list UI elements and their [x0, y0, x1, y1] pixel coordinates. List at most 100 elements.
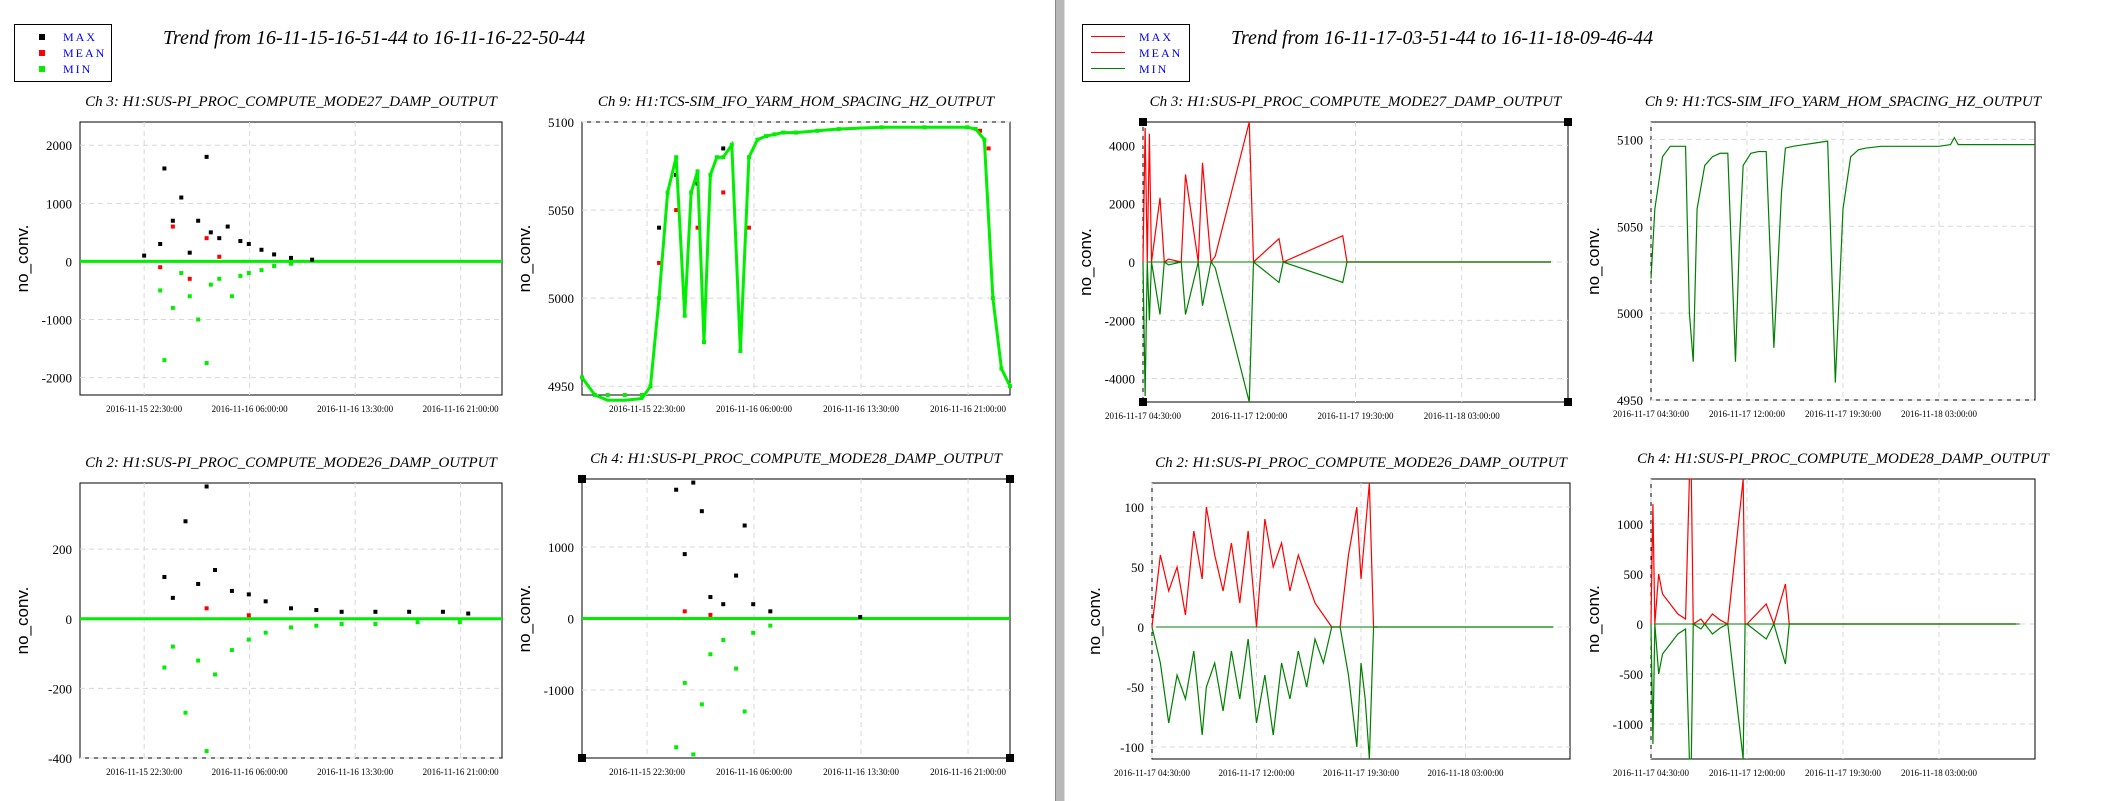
x-tick-label: 2016-11-16 21:00:00 — [423, 767, 499, 777]
y-tick-label: 5050 — [548, 203, 574, 218]
data-point-min — [622, 393, 627, 397]
data-point-max — [674, 487, 679, 492]
y-tick-label: 4000 — [1109, 138, 1135, 153]
data-point-max — [204, 484, 209, 489]
x-tick-label: 2016-11-17 12:00:00 — [1709, 768, 1785, 778]
data-point-mean — [170, 224, 175, 229]
y-tick-label: -100 — [1120, 740, 1144, 755]
chart-title: Ch 2: H1:SUS-PI_PROC_COMPUTE_MODE26_DAMP… — [85, 455, 498, 471]
data-point-min — [721, 637, 726, 642]
y-tick-label: 5100 — [1617, 132, 1643, 147]
data-point-min — [289, 625, 293, 630]
y-tick-label: 1000 — [548, 540, 574, 555]
data-point-min — [263, 630, 268, 635]
data-point-min — [179, 271, 184, 276]
y-tick-label: 5100 — [548, 115, 574, 130]
legend-swatch — [1091, 68, 1125, 69]
selection-handle — [1006, 475, 1014, 483]
data-point-max — [229, 588, 234, 593]
data-point-min — [691, 752, 696, 757]
y-tick-label: 200 — [53, 542, 73, 557]
x-tick-label: 2016-11-17 04:30:00 — [1114, 768, 1190, 778]
data-point-min — [639, 393, 644, 397]
data-point-mean — [217, 254, 222, 259]
y-tick-label: 0 — [66, 612, 73, 627]
x-tick-label: 2016-11-15 22:30:00 — [609, 404, 685, 414]
x-tick-label: 2016-11-16 13:30:00 — [823, 404, 899, 414]
left-trend-title: Trend from 16-11-15-16-51-44 to 16-11-16… — [163, 27, 586, 49]
legend-swatch — [39, 66, 45, 72]
pane-separator — [1055, 0, 1065, 801]
chart-title: Ch 3: H1:SUS-PI_PROC_COMPUTE_MODE27_DAMP… — [85, 94, 498, 110]
plot-frame — [581, 121, 1011, 396]
y-tick-label: 5000 — [548, 291, 574, 306]
y-tick-label: 2000 — [46, 138, 72, 153]
data-point-max — [142, 253, 147, 258]
right-legend-row-mean: MEAN — [1083, 45, 1189, 61]
data-point-min — [605, 393, 610, 397]
y-tick-label: -50 — [1127, 680, 1144, 695]
data-point-min — [170, 305, 175, 310]
data-point-mean — [204, 236, 209, 241]
x-tick-label: 2016-11-16 13:30:00 — [317, 404, 393, 414]
data-point-max — [259, 247, 264, 252]
y-axis-label: no_conv. — [1085, 587, 1104, 655]
y-axis-label: no_conv. — [515, 225, 534, 293]
left-legend-row-max: MAX — [15, 29, 111, 45]
x-tick-label: 2016-11-17 19:30:00 — [1323, 768, 1399, 778]
series-min-line — [1142, 260, 1551, 403]
data-point-min — [187, 294, 192, 299]
left-legend: MAX MEAN MIN — [14, 24, 112, 82]
data-point-mean — [187, 276, 192, 281]
x-tick-label: 2016-11-17 19:30:00 — [1318, 411, 1394, 421]
y-axis-label: no_conv. — [1584, 227, 1603, 295]
selection-handle — [1139, 398, 1147, 406]
x-tick-label: 2016-11-16 21:00:00 — [930, 767, 1006, 777]
data-point-max — [246, 241, 251, 246]
data-point-max — [742, 523, 747, 528]
y-axis-label: no_conv. — [13, 225, 32, 293]
y-tick-label: 1000 — [46, 196, 72, 211]
x-tick-label: 2016-11-15 22:30:00 — [609, 767, 685, 777]
data-point-max — [162, 166, 167, 171]
y-axis-label: no_conv. — [1584, 585, 1603, 653]
legend-label: MEAN — [63, 46, 107, 60]
selection-handle — [1564, 398, 1572, 406]
y-axis-label: no_conv. — [1076, 228, 1095, 296]
data-point-min — [699, 702, 704, 707]
data-point-mean — [978, 128, 983, 133]
x-tick-label: 2016-11-15 22:30:00 — [106, 404, 182, 414]
data-point-max — [263, 599, 268, 604]
data-point-max — [170, 218, 175, 223]
data-point-max — [238, 239, 243, 244]
data-point-mean — [246, 613, 251, 618]
selection-handle — [1564, 118, 1572, 126]
plot-frame — [79, 482, 503, 759]
data-point-min — [246, 637, 251, 642]
y-tick-label: 5000 — [1617, 306, 1643, 321]
data-point-max — [158, 241, 163, 246]
data-point-mean — [708, 612, 713, 617]
data-point-mean — [721, 190, 726, 195]
data-point-min — [246, 271, 251, 276]
data-point-mean — [657, 260, 662, 265]
x-tick-label: 2016-11-16 06:00:00 — [716, 767, 792, 777]
data-point-min — [162, 665, 167, 670]
data-point-min — [768, 623, 773, 628]
x-tick-label: 2016-11-17 04:30:00 — [1105, 411, 1181, 421]
data-point-max — [289, 255, 293, 260]
y-tick-label: -400 — [48, 751, 72, 766]
data-point-max — [466, 611, 471, 616]
data-point-max — [213, 568, 218, 573]
data-point-min — [751, 630, 756, 635]
y-axis-label: no_conv. — [515, 585, 534, 653]
y-tick-label: 100 — [1125, 500, 1145, 515]
data-point-min — [158, 288, 163, 293]
right-legend-row-max: MAX — [1083, 29, 1189, 45]
x-tick-label: 2016-11-18 03:00:00 — [1901, 768, 1977, 778]
data-point-min — [162, 358, 167, 363]
y-tick-label: -500 — [1619, 667, 1643, 682]
y-tick-label: 1000 — [1617, 517, 1643, 532]
y-tick-label: -1000 — [1613, 717, 1643, 732]
chart-title: Ch 9: H1:TCS-SIM_IFO_YARM_HOM_SPACING_HZ… — [598, 94, 996, 110]
